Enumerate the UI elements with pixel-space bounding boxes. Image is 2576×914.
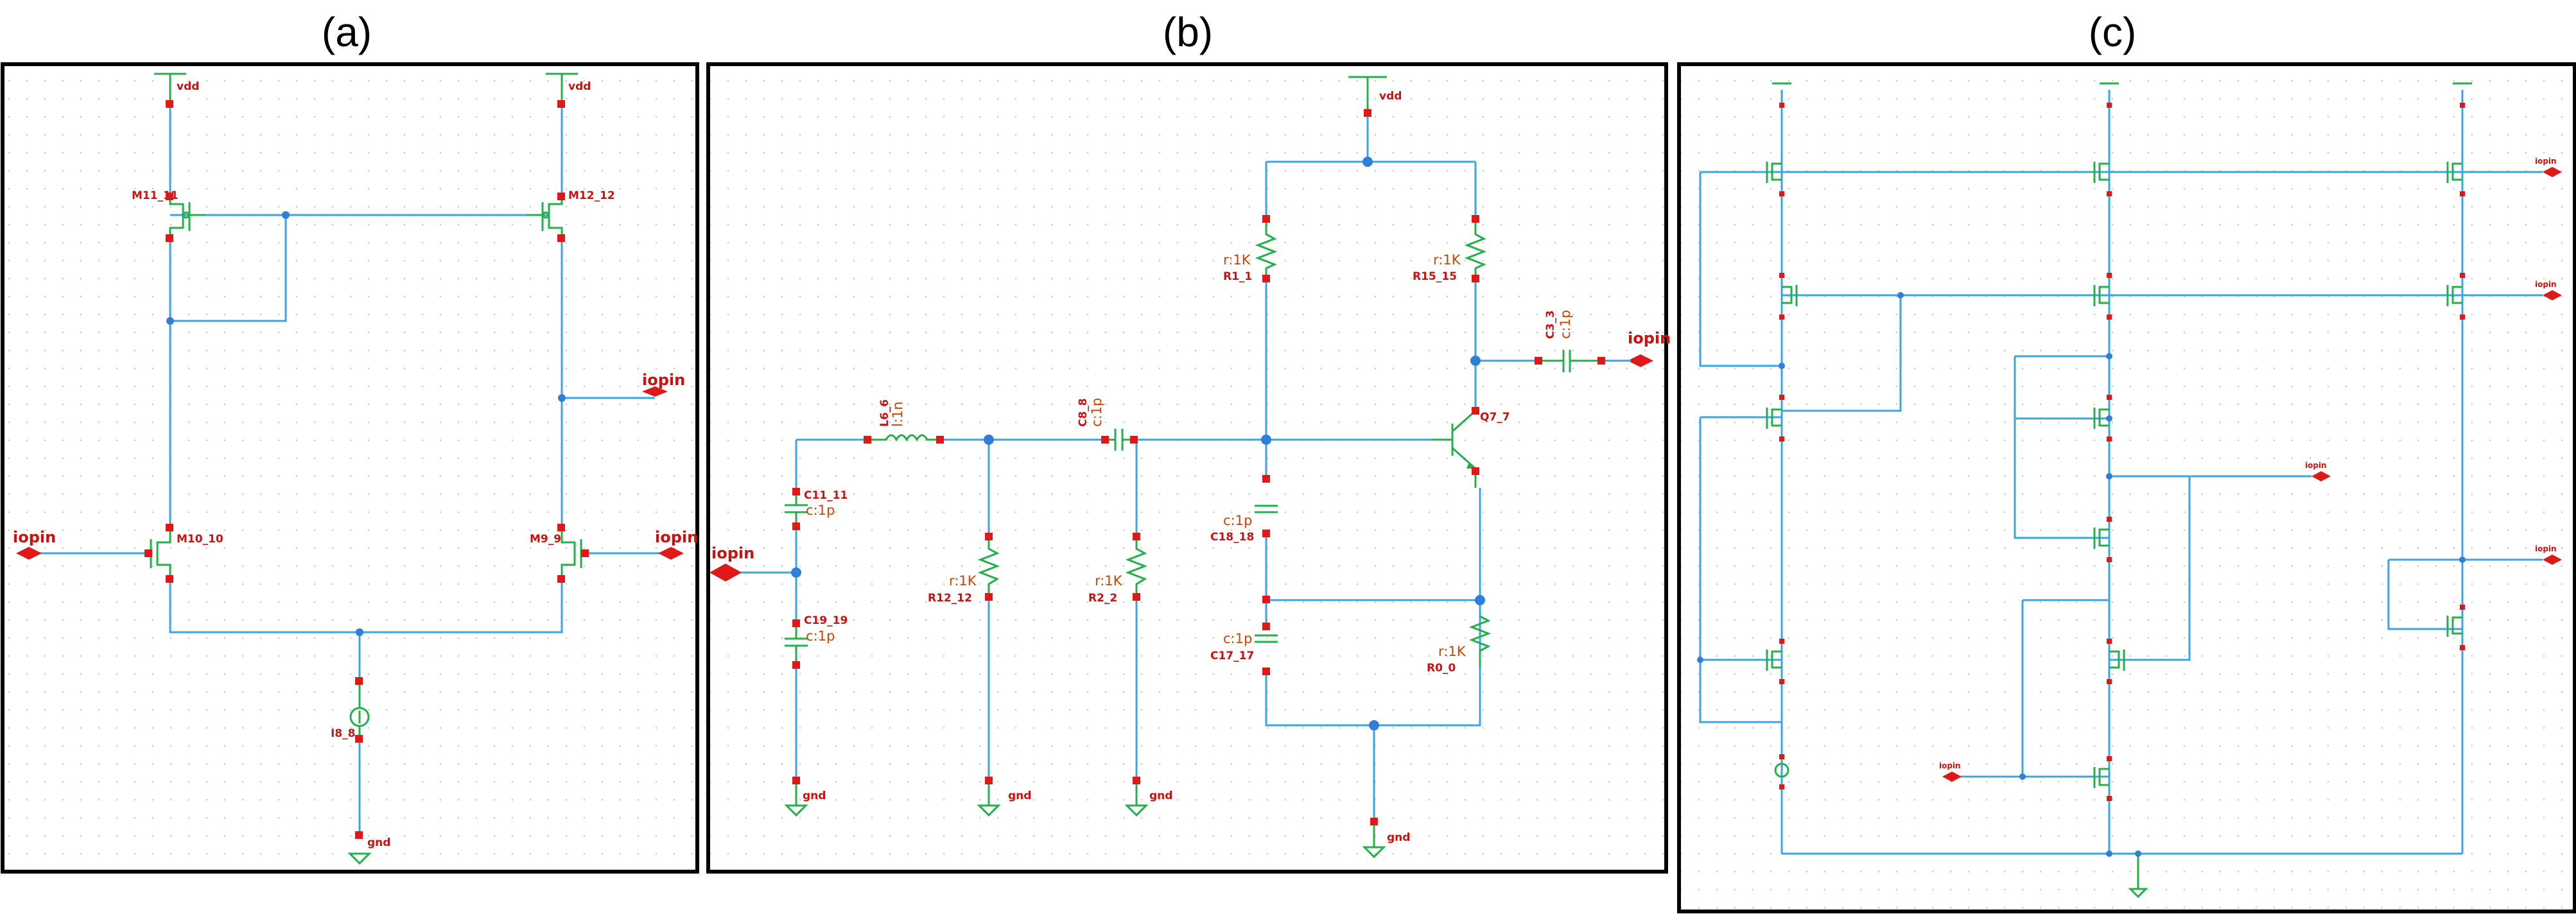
iopin-a-right-marker (658, 547, 684, 560)
gnd-label-a: gnd (367, 836, 390, 849)
current-source-i8: I8_8 (331, 680, 370, 740)
resistor-r15: r:1K R15_15 (1413, 218, 1487, 283)
l6-label: L6_6 (878, 399, 891, 427)
m12-label: M12_12 (568, 189, 615, 202)
iopin-c-3: iopin (2305, 461, 2327, 470)
gnd-b-2: gnd (1008, 789, 1031, 802)
iopin-c-1: iopin (2535, 157, 2557, 166)
c19-label: C19_19 (804, 614, 848, 627)
vdd-b-label: vdd (1379, 90, 1402, 103)
iopin-c-2: iopin (2535, 280, 2557, 289)
c17-label: C17_17 (1210, 650, 1254, 662)
vdd-left-label: vdd (177, 80, 199, 93)
iopin-b-out-marker (1628, 354, 1653, 367)
r1-label: R1_1 (1223, 270, 1252, 283)
l6-value: l:1n (890, 401, 905, 427)
r2-label: R2_2 (1088, 592, 1117, 605)
iopin-c-5: iopin (1939, 761, 1961, 770)
r0-value: r:1K (1438, 644, 1466, 659)
capacitor-c3: C3_3 c:1p (1538, 310, 1602, 372)
resistor-r12: r:1K R12_12 (928, 536, 1000, 605)
resistor-r2: r:1K R2_2 (1088, 536, 1148, 605)
capacitor-c17: c:1p C17_17 (1210, 631, 1278, 662)
r15-label: R15_15 (1413, 270, 1457, 283)
r12-value: r:1K (949, 573, 977, 589)
q7-label: Q7_7 (1480, 411, 1510, 424)
panel-c: iopin iopin iopin iopin iopin (1677, 62, 2576, 913)
iopin-b-out-label: iopin (1628, 329, 1671, 347)
r12-label: R12_12 (928, 592, 972, 605)
c11-value: c:1p (806, 503, 835, 518)
gnd-b-3: gnd (1149, 789, 1172, 802)
gnd-b-1: gnd (803, 789, 826, 802)
panel-c-title: (c) (2089, 9, 2137, 55)
r2-value: r:1K (1095, 573, 1123, 589)
iopin-a-left-label: iopin (13, 528, 56, 546)
iopin-a-right-label: iopin (655, 528, 698, 546)
iopin-b-in-marker (709, 564, 742, 582)
iopin-a-out-marker (642, 386, 668, 397)
c11-label: C11_11 (804, 489, 848, 502)
vdd-right-label: vdd (568, 80, 591, 93)
capacitor-c18: c:1p C18_18 (1210, 504, 1278, 544)
iopin-a-out-label: iopin (642, 371, 685, 389)
resistor-r0: r:1K R0_0 (1427, 615, 1492, 675)
c8-value: c:1p (1089, 398, 1104, 427)
transistor-m12: M12_12 (527, 189, 615, 237)
c17-value: c:1p (1223, 631, 1252, 646)
r0-label: R0_0 (1427, 662, 1456, 675)
r15-value: r:1K (1433, 252, 1461, 268)
gnd-b-4: gnd (1387, 831, 1410, 844)
c3-value: c:1p (1558, 310, 1573, 339)
c19-value: c:1p (806, 628, 835, 644)
capacitor-c8: C8_8 c:1p (1077, 398, 1133, 451)
panel-b-title: (b) (1163, 9, 1213, 55)
m9-label: M9_9 (530, 533, 561, 546)
iopin-b-in-label: iopin (711, 544, 754, 562)
panel-a: vdd vdd M11_11 M12_12 M10_10 M9_9 I8_8 (1, 62, 699, 874)
panel-b: vdd r:1K R1_1 r:1K R15_15 C3_3 c:1p iopi… (706, 62, 1671, 874)
panel-c-transistors (1766, 162, 2462, 788)
resistor-r1: r:1K R1_1 (1223, 218, 1278, 283)
panel-a-title: (a) (322, 9, 372, 55)
r1-value: r:1K (1223, 252, 1251, 268)
iopin-a-left-marker (16, 547, 42, 560)
c3-label: C3_3 (1544, 310, 1557, 339)
capacitor-c11: C11_11 c:1p (785, 489, 848, 526)
c18-label: C18_18 (1210, 531, 1254, 544)
i8-label: I8_8 (331, 727, 355, 740)
iopin-c-4: iopin (2535, 544, 2557, 553)
c18-value: c:1p (1223, 513, 1252, 528)
inductor-l6: L6_6 l:1n (867, 399, 941, 442)
c8-label: C8_8 (1077, 398, 1090, 427)
transistor-q7: Q7_7 (1432, 410, 1510, 488)
capacitor-c19: C19_19 c:1p (785, 614, 848, 664)
m10-label: M10_10 (177, 533, 223, 546)
